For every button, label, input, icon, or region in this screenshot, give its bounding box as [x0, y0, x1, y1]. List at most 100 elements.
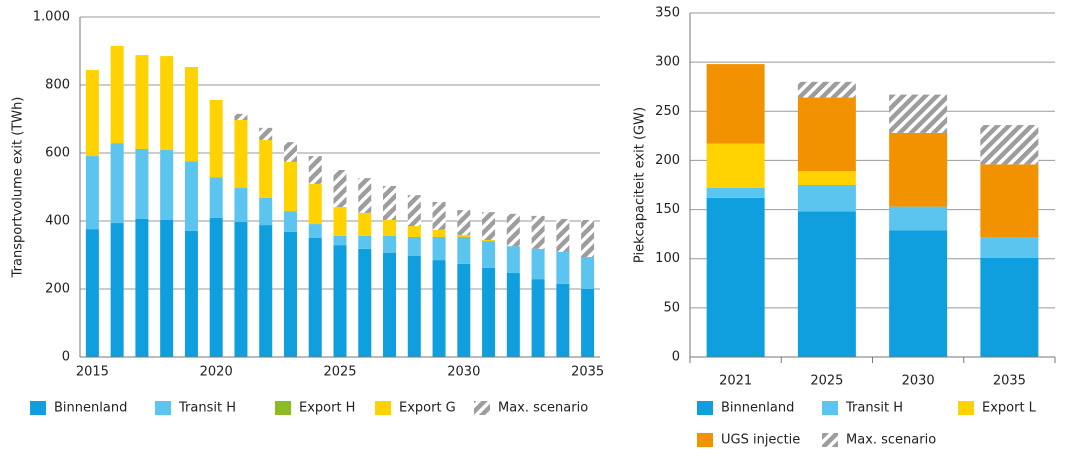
bar-segment	[531, 215, 545, 249]
x-tick-label: 2025	[323, 365, 356, 380]
y-tick-label: 300	[655, 55, 680, 70]
bar-segment	[308, 183, 322, 225]
y-tick-label: 100	[655, 251, 680, 266]
y-tick-label: 50	[663, 300, 680, 315]
bar-segment	[980, 237, 1039, 258]
bar-segment	[85, 229, 99, 357]
legend-label: Export L	[982, 401, 1037, 416]
bar-segment	[506, 246, 520, 274]
bar-segment	[383, 252, 397, 357]
legend-swatch	[30, 401, 46, 415]
bar-segment	[706, 143, 765, 188]
bar-segment	[234, 188, 248, 223]
x-tick-label: 2030	[902, 374, 935, 389]
bar-segment	[184, 230, 198, 357]
bar-segment	[980, 125, 1039, 165]
bar-segment	[432, 260, 446, 357]
y-tick-label: 200	[45, 282, 70, 297]
bar-segment	[407, 226, 421, 237]
legend-label: Binnenland	[54, 401, 127, 416]
bar-segment	[283, 142, 297, 162]
bar-segment	[234, 222, 248, 357]
legend-label: Transit H	[845, 401, 903, 416]
bar-segment	[889, 206, 948, 231]
legend-swatch	[474, 401, 490, 415]
bar-segment	[407, 236, 421, 257]
bar-segment	[482, 212, 496, 241]
bar-segment	[457, 236, 471, 264]
bar-segment	[432, 229, 446, 237]
bar-segment	[283, 161, 297, 212]
bar-segment	[980, 257, 1039, 357]
bar-segment	[259, 127, 273, 141]
bar-segment	[482, 241, 496, 268]
bar-segment	[160, 219, 174, 357]
bar-segment	[383, 219, 397, 236]
bar-segment	[482, 240, 496, 242]
y-tick-label: 200	[655, 153, 680, 168]
bar-segment	[797, 171, 856, 185]
bar-segment	[797, 185, 856, 212]
bar-segment	[706, 64, 765, 144]
bar-segment	[706, 187, 765, 198]
bar-segment	[889, 132, 948, 207]
bar-segment	[889, 94, 948, 133]
bar-segment	[407, 256, 421, 357]
legend-swatch	[375, 401, 391, 415]
bar-segment	[581, 219, 595, 258]
bar-segment	[407, 195, 421, 227]
bar-segment	[383, 185, 397, 220]
bar-segment	[457, 210, 471, 235]
bar-segment	[234, 113, 248, 121]
bar-segment	[432, 201, 446, 230]
bar-segment	[531, 279, 545, 357]
bar-segment	[308, 238, 322, 357]
bar-segment	[85, 156, 99, 230]
bar-segment	[797, 81, 856, 98]
legend-swatch	[275, 401, 291, 415]
bar-segment	[234, 120, 248, 189]
bar-segment	[209, 177, 223, 218]
bar-segment	[85, 70, 99, 157]
legend-label: Max. scenario	[498, 401, 588, 416]
bar-segment	[889, 230, 948, 357]
y-tick-label: 800	[45, 78, 70, 93]
bar-segment	[706, 197, 765, 357]
bar-segment	[556, 283, 570, 357]
y-tick-label: 0	[672, 350, 680, 365]
legend-swatch	[697, 433, 713, 447]
bar-segment	[184, 161, 198, 231]
x-tick-label: 2035	[571, 365, 604, 380]
bar-segment	[506, 213, 520, 247]
legend-swatch	[958, 401, 974, 415]
legend-swatch	[822, 401, 838, 415]
bar-segment	[581, 257, 595, 289]
legend-label: Export G	[399, 401, 456, 416]
bar-segment	[184, 66, 198, 162]
legend-swatch	[822, 433, 838, 447]
y-tick-label: 150	[655, 202, 680, 217]
bar-segment	[135, 218, 149, 357]
bar-segment	[358, 212, 372, 236]
bar-segment	[506, 273, 520, 357]
x-tick-label: 2035	[993, 374, 1026, 389]
x-tick-label: 2025	[810, 374, 843, 389]
legend-label: Transit H	[178, 401, 236, 416]
bar-segment	[581, 289, 595, 357]
bar-segment	[135, 148, 149, 219]
y-tick-label: 1.000	[33, 10, 70, 25]
bar-segment	[110, 223, 124, 357]
bar-segment	[358, 248, 372, 357]
bar-segment	[308, 156, 322, 184]
x-tick-label: 2021	[719, 374, 752, 389]
y-tick-label: 400	[45, 214, 70, 229]
y-tick-label: 350	[655, 6, 680, 21]
bar-segment	[358, 178, 372, 213]
x-tick-label: 2015	[76, 365, 109, 380]
bar-segment	[333, 207, 347, 236]
legend-label: Max. scenario	[846, 433, 936, 448]
bar-segment	[531, 248, 545, 280]
bar-segment	[556, 251, 570, 284]
bar-segment	[333, 170, 347, 208]
